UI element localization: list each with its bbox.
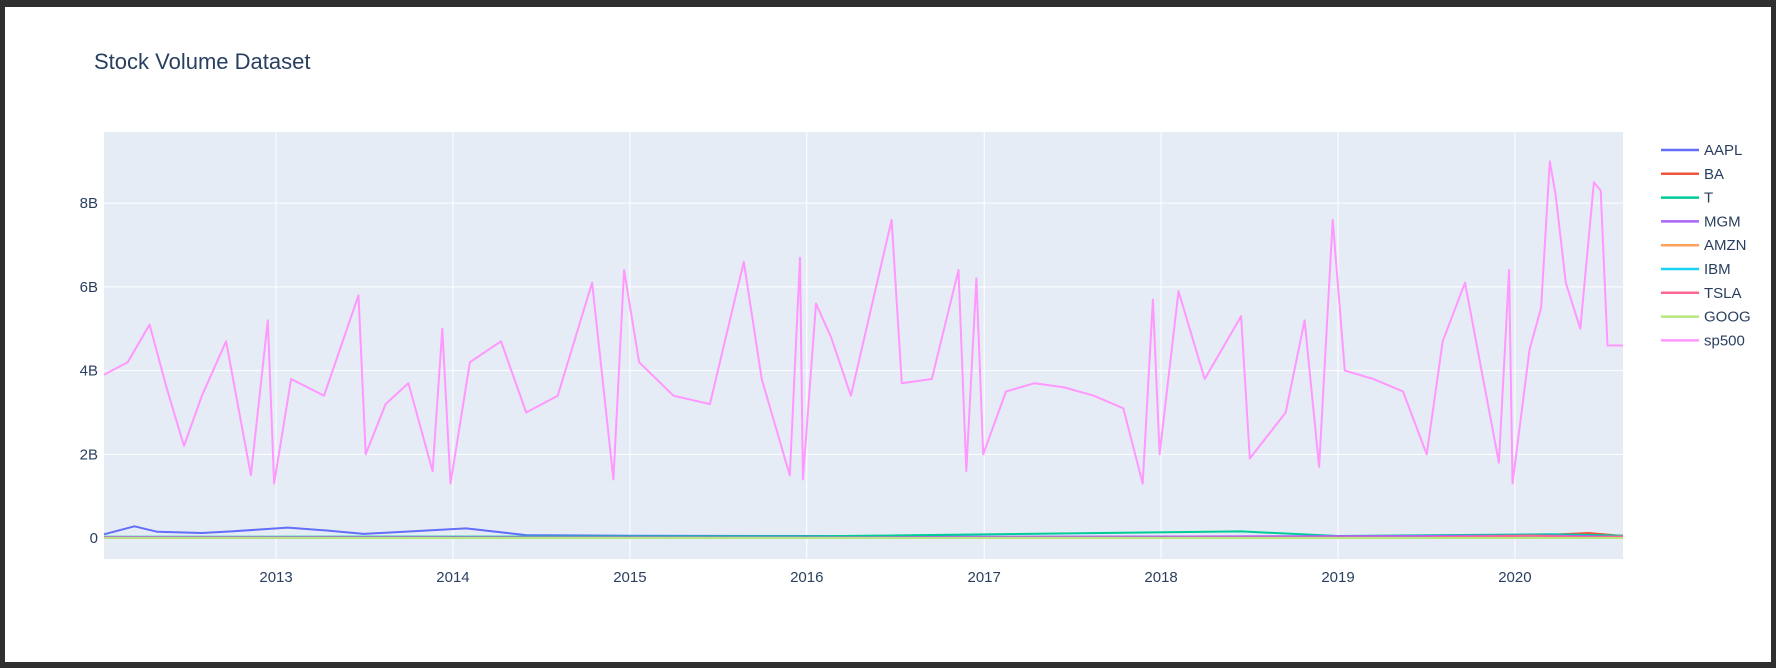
legend-item-mgm[interactable]: MGM: [1661, 213, 1741, 230]
y-tick-label: 0: [90, 530, 98, 547]
x-tick-label: 2013: [259, 569, 292, 586]
legend-item-aapl[interactable]: AAPL: [1661, 142, 1742, 159]
chart-frame: Stock Volume Dataset 0 2B 4B 6B 8B 2013 2014 2…: [5, 7, 1771, 662]
y-tick-label: 2B: [80, 446, 98, 463]
x-tick-label: 2016: [790, 569, 823, 586]
x-tick-label: 2020: [1498, 569, 1531, 586]
legend-item-goog[interactable]: GOOG: [1661, 309, 1751, 326]
x-tick-label: 2014: [436, 569, 469, 586]
y-tick-label: 6B: [80, 279, 98, 296]
x-tick-label: 2015: [613, 569, 646, 586]
legend-label: TSLA: [1704, 285, 1742, 302]
legend-item-t[interactable]: T: [1661, 190, 1713, 207]
x-tick-label: 2017: [967, 569, 1000, 586]
legend-label: IBM: [1704, 261, 1731, 278]
legend-item-tsla[interactable]: TSLA: [1661, 285, 1742, 302]
line-chart: 0 2B 4B 6B 8B 2013 2014 2015 2016 2017 2018 2019 20…: [80, 132, 1751, 586]
series-line-sp500: [103, 160, 1623, 485]
legend-item-amzn[interactable]: AMZN: [1661, 237, 1747, 254]
legend-label: AAPL: [1704, 142, 1742, 159]
legend-label: BA: [1704, 166, 1724, 183]
x-tick-label: 2018: [1144, 569, 1177, 586]
y-tick-label: 8B: [80, 195, 98, 212]
legend-label: T: [1704, 190, 1713, 207]
chart-title: Stock Volume Dataset: [94, 49, 311, 74]
legend-label: GOOG: [1704, 309, 1751, 326]
legend-item-ba[interactable]: BA: [1661, 166, 1724, 183]
y-tick-label: 4B: [80, 363, 98, 380]
legend-item-sp500[interactable]: sp500: [1661, 332, 1745, 349]
x-tick-label: 2019: [1321, 569, 1354, 586]
legend-label: sp500: [1704, 332, 1745, 349]
legend-item-ibm[interactable]: IBM: [1661, 261, 1731, 278]
legend-label: MGM: [1704, 213, 1741, 230]
legend-label: AMZN: [1704, 237, 1747, 254]
